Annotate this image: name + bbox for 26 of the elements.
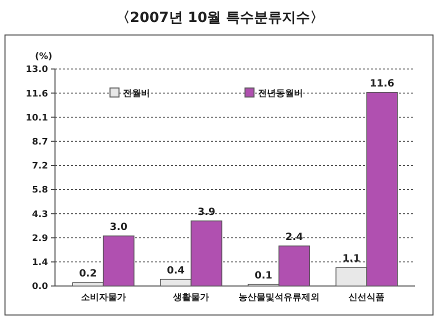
data-label: 3.0: [110, 222, 128, 233]
y-tick-label: 8.7: [32, 137, 48, 148]
y-axis-title: (%): [35, 52, 52, 62]
data-label: 1.1: [342, 254, 360, 265]
y-tick-label: 11.6: [26, 89, 48, 100]
x-tick-label: 농산물및석유류제외: [238, 293, 320, 303]
data-label: 0.4: [166, 265, 185, 276]
data-label: 0.1: [254, 270, 272, 282]
y-tick-label: 1.4: [32, 258, 48, 268]
y-tick-label: 4.3: [32, 210, 48, 220]
y-tick-label: 0.0: [32, 282, 48, 292]
data-label: 0.2: [79, 268, 97, 280]
y-tick-label: 5.8: [32, 186, 48, 196]
y-tick-label: 7.2: [32, 162, 48, 172]
data-label: 11.6: [370, 78, 394, 90]
x-tick-label: 생활물가: [172, 293, 210, 303]
legend-label: 전년동월비: [258, 89, 303, 99]
y-tick-label: 13.0: [26, 65, 48, 76]
x-tick-label: 신선식품: [348, 293, 385, 303]
x-tick-label: 소비자물가: [80, 293, 126, 303]
data-label: 2.4: [285, 232, 304, 243]
chart-title: 〈2007년 10월 특수분류지수〉: [116, 10, 324, 26]
y-tick-label: 2.9: [32, 234, 48, 244]
legend-label: 전월비: [123, 89, 150, 99]
data-label: 3.9: [198, 206, 216, 218]
y-tick-label: 10.1: [26, 113, 48, 124]
